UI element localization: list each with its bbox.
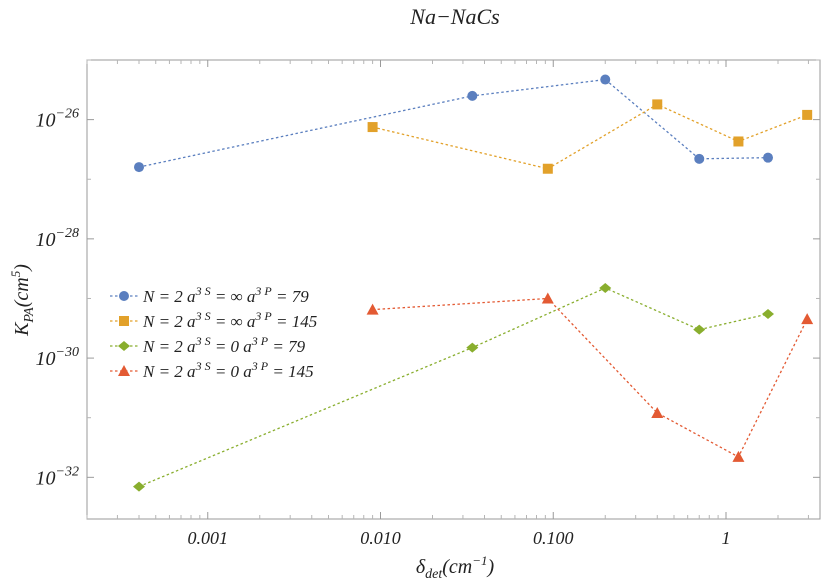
series-4 <box>366 292 814 462</box>
data-point <box>467 90 478 101</box>
data-point <box>652 99 663 110</box>
data-point <box>600 74 611 85</box>
data-point <box>732 450 745 462</box>
y-tick-label: 10−28 <box>36 226 79 251</box>
legend-marker <box>118 341 130 351</box>
y-tick-label: 10−30 <box>36 345 79 370</box>
series-3 <box>133 282 774 492</box>
data-point <box>694 153 705 164</box>
legend-marker <box>118 365 130 376</box>
x-tick-label: 0.100 <box>533 528 574 548</box>
data-point <box>366 303 379 315</box>
legend: N = 2 a3 S = ∞ a3 P = 79 N = 2 a3 S = ∞ a… <box>110 284 317 381</box>
data-point <box>542 163 553 174</box>
y-tick-label: 10−32 <box>36 464 79 489</box>
x-tick-label: 1 <box>722 528 731 548</box>
legend-item: N = 2 a3 S = ∞ a3 P = 145 <box>110 309 317 331</box>
data-point <box>693 324 706 335</box>
legend-item: N = 2 a3 S = 0 a3 P = 79 <box>110 334 306 356</box>
data-point <box>651 406 664 418</box>
legend-item: N = 2 a3 S = 0 a3 P = 145 <box>110 359 314 381</box>
legend-label: N = 2 a3 S = 0 a3 P = 145 <box>142 359 314 381</box>
data-point <box>801 313 814 325</box>
x-axis-title: δdet(cm−1) <box>416 553 495 580</box>
legend-label: N = 2 a3 S = ∞ a3 P = 145 <box>142 309 317 331</box>
legend-item: N = 2 a3 S = ∞ a3 P = 79 <box>110 284 309 306</box>
data-point <box>134 162 145 173</box>
plot-frame <box>86 59 821 520</box>
series-2 <box>367 99 813 174</box>
data-point <box>599 282 612 293</box>
legend-label: N = 2 a3 S = ∞ a3 P = 79 <box>142 284 309 306</box>
series-layer <box>133 74 814 492</box>
data-point <box>541 292 554 304</box>
data-point <box>367 122 378 133</box>
legend-label: N = 2 a3 S = 0 a3 P = 79 <box>142 334 306 356</box>
x-tick-label: 0.010 <box>360 528 401 548</box>
series-line <box>372 297 808 458</box>
axis-ticks: 0.001 0.010 0.100 1 10−26 10−28 10−30 10−32 <box>36 59 820 548</box>
series-line <box>138 78 769 168</box>
data-point <box>762 152 773 163</box>
series-1 <box>134 74 773 173</box>
data-point <box>133 481 146 492</box>
data-point <box>466 342 479 353</box>
legend-marker <box>119 291 129 301</box>
legend-marker <box>119 316 129 326</box>
data-point <box>761 308 774 319</box>
data-point <box>802 109 813 120</box>
y-axis-title: KPA(cm5) <box>8 264 37 337</box>
data-point <box>733 136 744 147</box>
y-tick-label: 10−26 <box>36 107 79 132</box>
chart-title: Na−NaCs <box>409 4 499 29</box>
x-tick-label: 0.001 <box>187 528 228 548</box>
